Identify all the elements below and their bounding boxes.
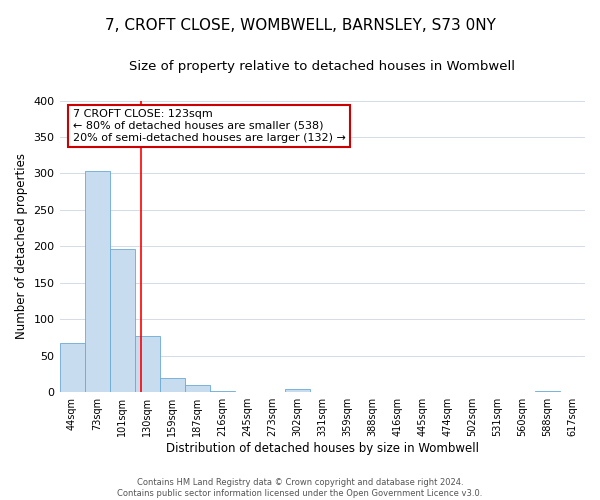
- Bar: [110, 248, 134, 392]
- Bar: [285, 388, 310, 392]
- Y-axis label: Number of detached properties: Number of detached properties: [15, 154, 28, 340]
- Bar: [185, 385, 209, 392]
- Title: Size of property relative to detached houses in Wombwell: Size of property relative to detached ho…: [129, 60, 515, 73]
- Text: 7 CROFT CLOSE: 123sqm
← 80% of detached houses are smaller (538)
20% of semi-det: 7 CROFT CLOSE: 123sqm ← 80% of detached …: [73, 110, 346, 142]
- Text: Contains HM Land Registry data © Crown copyright and database right 2024.
Contai: Contains HM Land Registry data © Crown c…: [118, 478, 482, 498]
- X-axis label: Distribution of detached houses by size in Wombwell: Distribution of detached houses by size …: [166, 442, 479, 455]
- Bar: [160, 378, 185, 392]
- Bar: [134, 336, 160, 392]
- Bar: [85, 172, 110, 392]
- Bar: [209, 391, 235, 392]
- Bar: [535, 391, 560, 392]
- Text: 7, CROFT CLOSE, WOMBWELL, BARNSLEY, S73 0NY: 7, CROFT CLOSE, WOMBWELL, BARNSLEY, S73 …: [104, 18, 496, 32]
- Bar: [59, 342, 85, 392]
